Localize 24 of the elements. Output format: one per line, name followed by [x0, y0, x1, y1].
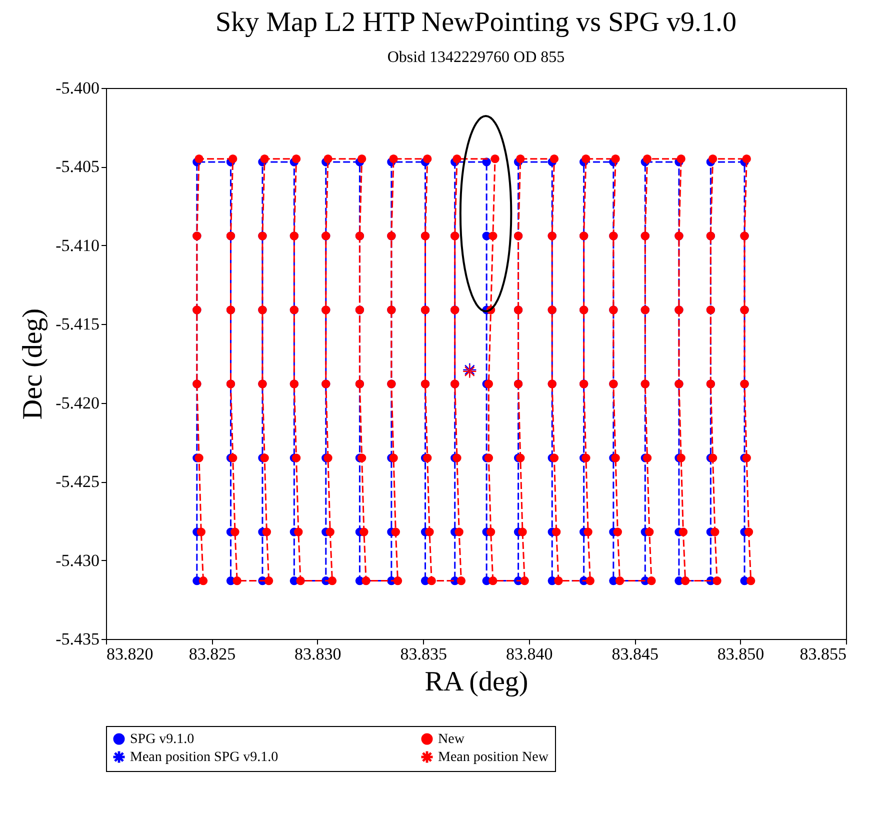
y-tick-label: -5.420 — [56, 393, 100, 412]
y-tick-label: -5.430 — [56, 550, 100, 570]
x-tick-label: 83.830 — [294, 644, 342, 664]
y-tick-label: -5.415 — [56, 314, 100, 334]
y-tick-label: -5.400 — [56, 78, 100, 98]
legend-label: New — [438, 732, 466, 747]
legend-label: SPG v9.1.0 — [130, 732, 194, 747]
chart-subtitle: Obsid 1342229760 OD 855 — [387, 49, 565, 66]
chart-title: Sky Map L2 HTP NewPointing vs SPG v9.1.0 — [216, 7, 736, 38]
x-tick-label: 83.820 — [106, 644, 154, 664]
x-tick-label: 83.845 — [612, 644, 658, 664]
x-tick-label: 83.855 — [800, 644, 846, 664]
y-tick-label: -5.405 — [56, 157, 100, 176]
y-tick-label: -5.410 — [56, 236, 100, 255]
x-tick-label: 83.840 — [506, 644, 553, 664]
x-tick-label: 83.825 — [188, 644, 236, 664]
y-axis-title: Dec (deg) — [18, 308, 49, 420]
legend-label: Mean position SPG v9.1.0 — [130, 750, 278, 765]
x-tick-label: 83.850 — [717, 644, 764, 664]
legend-label: Mean position New — [438, 750, 550, 765]
x-axis-title: RA (deg) — [424, 666, 528, 698]
y-tick-label: -5.435 — [56, 630, 100, 648]
x-tick-label: 83.835 — [400, 644, 448, 664]
y-tick-label: -5.425 — [56, 472, 100, 492]
